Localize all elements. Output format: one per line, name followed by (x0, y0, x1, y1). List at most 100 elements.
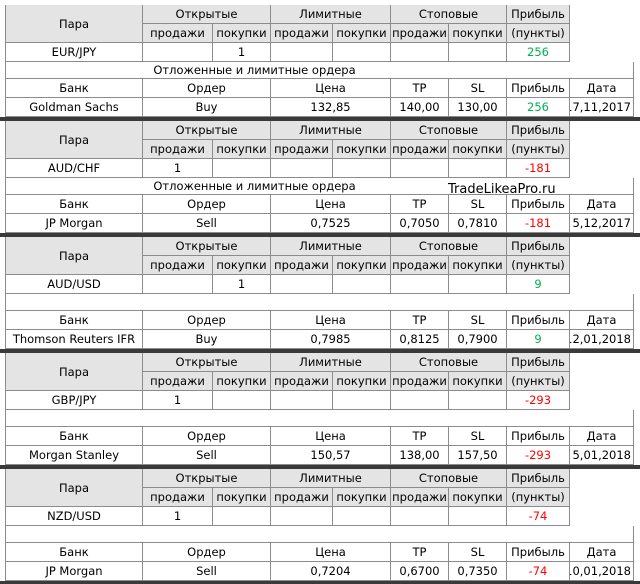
empty-cell (333, 159, 391, 178)
profit: -181 (507, 214, 570, 233)
tp: 138,00 (391, 446, 449, 465)
date-header: Дата (570, 543, 634, 562)
sell-header: продажи (391, 372, 449, 391)
price: 0,7525 (271, 214, 391, 233)
order: Sell (143, 214, 271, 233)
points-header: (пункты) (507, 256, 570, 275)
price-header: Цена (271, 195, 391, 214)
empty-cell (391, 275, 449, 294)
buy-header: покупки (449, 24, 507, 43)
tp-header: TP (391, 311, 449, 330)
price: 0,7204 (271, 562, 391, 581)
block-separator (0, 117, 640, 121)
profit: -293 (507, 391, 570, 410)
price: 0,7985 (271, 330, 391, 349)
tp: 0,6700 (391, 562, 449, 581)
buy-header: покупки (449, 140, 507, 159)
empty-cell (333, 391, 391, 410)
profit-header: Прибыль (507, 79, 570, 98)
bank: JP Morgan (5, 214, 143, 233)
stop-header: Стоповые (391, 469, 507, 488)
profit: 256 (507, 43, 570, 62)
bank: JP Morgan (5, 562, 143, 581)
profit: 9 (507, 330, 570, 349)
empty-cell (271, 43, 333, 62)
pair-header: Пара (5, 353, 143, 391)
empty-cell (449, 275, 507, 294)
empty-cell (391, 159, 449, 178)
pair-header: Пара (5, 121, 143, 159)
sl-header: SL (449, 543, 507, 562)
bank-header: Банк (5, 543, 143, 562)
sl: 0,7810 (449, 214, 507, 233)
pair: AUD/USD (5, 275, 143, 294)
order-header: Ордер (143, 543, 271, 562)
points-header: (пункты) (507, 372, 570, 391)
buy-header: покупки (333, 140, 391, 159)
empty-cell (271, 159, 333, 178)
sl: 0,7900 (449, 330, 507, 349)
block-separator (0, 233, 640, 237)
stop-header: Стоповые (391, 121, 507, 140)
sl-header: SL (449, 79, 507, 98)
bank-header: Банк (5, 195, 143, 214)
buy-header: покупки (333, 256, 391, 275)
sl-header: SL (449, 311, 507, 330)
price-header: Цена (271, 79, 391, 98)
tp: 140,00 (391, 98, 449, 117)
profit-header: Прибыль (507, 427, 570, 446)
pair: EUR/JPY (5, 43, 143, 62)
points-header: (пункты) (507, 24, 570, 43)
block-separator (0, 349, 640, 353)
points-header: (пункты) (507, 488, 570, 507)
open-header: Открытые (143, 121, 271, 140)
sell-header: продажи (143, 140, 213, 159)
pair: NZD/USD (5, 507, 143, 526)
empty-cell (333, 275, 391, 294)
buy-header: покупки (449, 488, 507, 507)
note-row: Отложенные и лимитные ордера (5, 178, 634, 195)
empty-cell (449, 43, 507, 62)
tp-header: TP (391, 543, 449, 562)
watermark: TradeLikeaPro.ru (448, 182, 556, 197)
price: 132,85 (271, 98, 391, 117)
profit: 9 (507, 275, 570, 294)
open-sell: 1 (143, 159, 213, 178)
limit-header: Лимитные (271, 121, 391, 140)
open-buy (213, 391, 271, 410)
tp: 0,8125 (391, 330, 449, 349)
tp-header: TP (391, 79, 449, 98)
sell-header: продажи (271, 140, 333, 159)
limit-header: Лимитные (271, 5, 391, 24)
buy-header: покупки (213, 140, 271, 159)
limit-header: Лимитные (271, 353, 391, 372)
profit-header: Прибыль (507, 543, 570, 562)
date-header: Дата (570, 195, 634, 214)
buy-header: покупки (333, 372, 391, 391)
pair-header: Пара (5, 469, 143, 507)
profit-header: Прибыль (507, 311, 570, 330)
date-header: Дата (570, 427, 634, 446)
pair: GBP/JPY (5, 391, 143, 410)
profit: 256 (507, 98, 570, 117)
note-row: Отложенные и лимитные ордера (5, 62, 634, 79)
empty-cell (333, 43, 391, 62)
open-header: Открытые (143, 353, 271, 372)
sell-header: продажи (271, 24, 333, 43)
profit-header: Прибыль (507, 5, 570, 24)
order-header: Ордер (143, 79, 271, 98)
sell-header: продажи (271, 488, 333, 507)
note-row (5, 526, 634, 543)
profit-header: Прибыль (507, 195, 570, 214)
order: Sell (143, 562, 271, 581)
empty-cell (391, 391, 449, 410)
date: 10,01,2018 (570, 562, 634, 581)
profit: -74 (507, 562, 570, 581)
empty-cell (449, 391, 507, 410)
sell-header: продажи (271, 256, 333, 275)
sell-header: продажи (391, 488, 449, 507)
order: Buy (143, 330, 271, 349)
empty-cell (391, 43, 449, 62)
profit-header: Прибыль (507, 353, 570, 372)
order-header: Ордер (143, 427, 271, 446)
